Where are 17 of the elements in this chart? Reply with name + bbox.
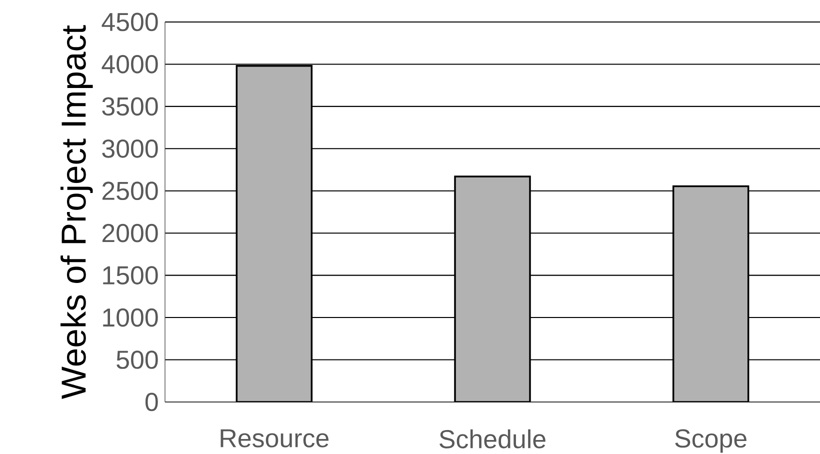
y-tick-label: 2000 — [102, 224, 158, 242]
y-tick-label: 1500 — [103, 266, 158, 284]
y-tick-label: 500 — [116, 350, 158, 369]
y-tick-label: 3500 — [102, 97, 158, 116]
x-tick-label: Scope — [675, 429, 746, 453]
y-tick-label: 1000 — [103, 308, 158, 327]
y-tick-label: 4500 — [102, 12, 158, 32]
bar — [672, 185, 750, 402]
y-tick-label: 2500 — [102, 182, 158, 200]
x-tick-label: Resource — [220, 429, 329, 448]
y-tick-label: 3000 — [102, 139, 158, 158]
y-axis-title: Weeks of Project Impact — [60, 25, 93, 399]
bar — [454, 176, 531, 402]
y-tick-label: 0 — [145, 392, 158, 412]
y-tick-label: 4000 — [102, 55, 158, 74]
x-tick-label: Schedule — [440, 429, 546, 448]
bar — [236, 65, 313, 402]
